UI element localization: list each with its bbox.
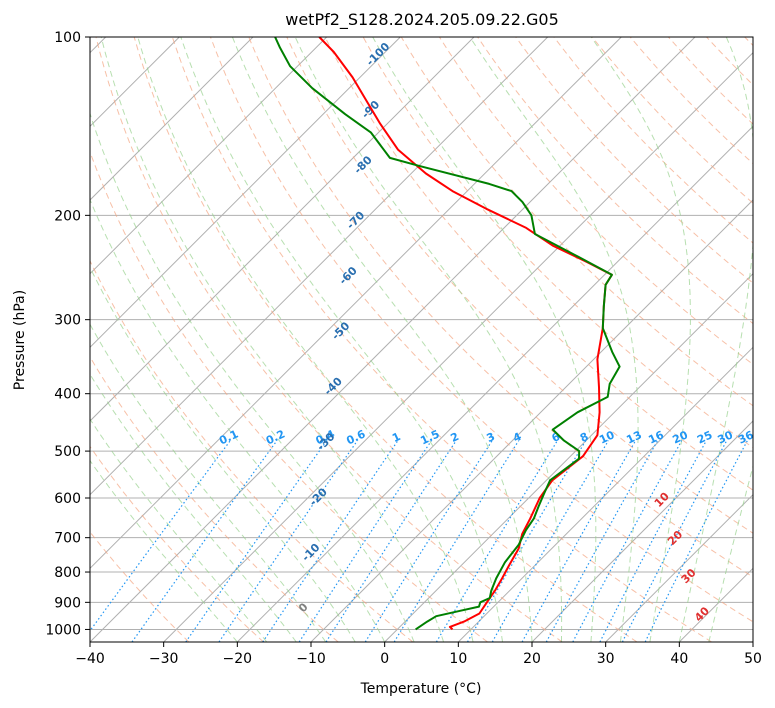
dry-adiabat-line: [95, 37, 563, 642]
dry-adiabat-line: [133, 37, 638, 642]
x-tick-label: −20: [223, 651, 253, 667]
y-tick-label: 100: [54, 30, 81, 46]
mixing-ratio-line: [466, 440, 587, 642]
mixing-ratio-line: [131, 440, 278, 642]
dry-adiabat-line: [362, 37, 753, 449]
dry-adiabat-line: [90, 445, 264, 642]
y-tick-label: 200: [54, 208, 81, 224]
x-tick-label: −30: [149, 651, 179, 667]
mixing-ratio-line: [218, 440, 358, 642]
y-tick-label: 900: [54, 595, 81, 611]
mixing-ratio-line: [298, 440, 432, 642]
isotherm-line: [384, 272, 753, 642]
x-tick-label: 20: [523, 651, 541, 667]
moist-adiabat-line: [90, 198, 386, 642]
dry-adiabat-line: [477, 37, 753, 325]
y-tick-label: 600: [54, 491, 81, 507]
temperature-profile-line: [318, 37, 613, 631]
y-tick-label: 800: [54, 565, 81, 581]
dry-adiabat-line: [90, 259, 414, 642]
mixing-ratio-label: 25: [695, 428, 714, 446]
mixing-ratio-label: 30: [716, 428, 736, 446]
isotherm-line: [457, 346, 753, 642]
y-tick-label: 400: [54, 387, 81, 403]
x-tick-label: 40: [670, 651, 688, 667]
mixing-ratio-line: [262, 440, 399, 642]
y-axis-title: Pressure (hPa): [12, 290, 28, 390]
isotherm-line: [90, 37, 475, 422]
isotherm-line: [163, 51, 753, 642]
profile-lines: [274, 37, 621, 631]
x-tick-label: −40: [75, 651, 105, 667]
isotherm-line: [531, 420, 753, 642]
mixing-ratio-label: 16: [646, 428, 666, 446]
moist-adiabat-line: [137, 37, 474, 642]
x-tick-label: −10: [296, 651, 326, 667]
x-axis-title: Temperature (°C): [360, 681, 482, 697]
x-tick-label: 30: [597, 651, 615, 667]
isotherm-line: [90, 37, 622, 570]
moist-adiabat-line: [90, 418, 268, 642]
mixing-ratio-label: 20: [671, 428, 691, 446]
isotherm-line: [90, 37, 328, 275]
moist-adiabat-line: [372, 37, 597, 642]
moist-adiabat-line: [90, 459, 238, 642]
dewpoint-profile-line: [274, 37, 621, 631]
moist-adiabat-line: [469, 37, 639, 642]
moist-adiabat-line: [294, 37, 563, 642]
dry-adiabat-line: [171, 37, 712, 642]
isotherm-line: [90, 37, 401, 349]
mixing-ratio-line: [90, 440, 231, 632]
moist-adiabat-line: [90, 323, 327, 642]
moist-adiabat-line: [590, 37, 691, 642]
mixing-ratio-label: 10: [597, 428, 617, 446]
mixing-ratio-label: 36: [736, 428, 756, 446]
mixing-ratio-line: [491, 440, 609, 642]
moist-adiabat-line: [90, 373, 297, 642]
mixing-ratio-line: [393, 440, 520, 642]
axes: −40 −30 −20 −10 0 10 20 30 40 50 100 200 300 400 500 60…: [45, 30, 762, 667]
isotherm-line: [236, 125, 753, 642]
mixing-ratio-line: [621, 440, 728, 642]
moist-adiabat-line: [708, 464, 753, 642]
mixing-ratio-line: [435, 440, 558, 642]
isotherm-line: [90, 37, 549, 496]
x-tick-label: 10: [449, 651, 467, 667]
mixing-ratio-line: [185, 440, 328, 642]
dry-adiabat-line: [515, 37, 753, 284]
dry-adiabat-line: [591, 37, 753, 204]
background-lines: [90, 37, 753, 642]
moist-adiabat-line: [180, 37, 503, 642]
dry-adiabat-line: [629, 37, 753, 165]
dry-adiabat-line: [400, 37, 753, 407]
moist-adiabat-line: [100, 37, 445, 642]
x-tick-label: 50: [744, 651, 762, 667]
isotherm-line: [90, 37, 696, 642]
y-tick-label: 700: [54, 531, 81, 547]
moist-adiabat-line: [231, 37, 533, 642]
moist-adiabat-line: [678, 37, 753, 642]
mixing-ratio-line: [521, 440, 637, 642]
y-tick-label: 500: [54, 444, 81, 460]
x-tick-label: 0: [380, 651, 389, 667]
dry-adiabat-line: [324, 37, 753, 491]
mixing-ratio-label: 13: [624, 428, 643, 446]
plot-frame: [89, 36, 754, 643]
moist-adiabat-line: [90, 111, 415, 642]
mixing-ratio-line: [644, 440, 748, 642]
y-tick-label: 1000: [45, 622, 81, 638]
mixing-ratio-line: [599, 440, 707, 642]
dry-adiabat-line: [248, 37, 753, 578]
isotherm-line: [90, 37, 254, 201]
moist-adiabat-line: [90, 266, 356, 642]
isotherm-line: [605, 493, 753, 642]
chart-title: wetPf2_S128.2024.205.09.22.G05: [285, 10, 559, 30]
y-tick-label: 300: [54, 313, 81, 329]
